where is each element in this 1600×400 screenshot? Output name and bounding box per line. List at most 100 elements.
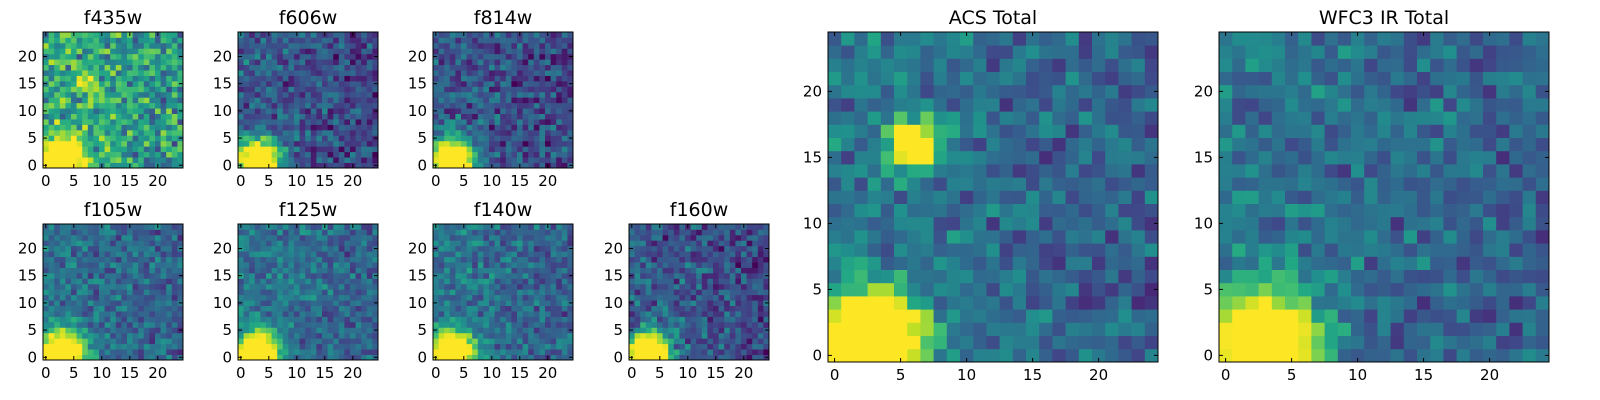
heatmap-cell: [701, 245, 708, 252]
heatmap-cell: [461, 146, 467, 153]
heatmap-cell: [254, 146, 261, 153]
heatmap-cell: [545, 124, 551, 131]
heatmap-cell: [338, 91, 345, 98]
x-tick-label: 5: [69, 172, 79, 190]
heatmap-cell: [372, 338, 379, 345]
heatmap-cell: [76, 70, 83, 76]
heatmap-cell: [466, 224, 473, 230]
heatmap-cell: [48, 59, 55, 66]
heatmap-cell: [505, 32, 512, 38]
heatmap-cell: [880, 177, 895, 191]
heatmap-cell: [76, 157, 83, 163]
heatmap-cell: [517, 80, 523, 87]
heatmap-cell: [461, 343, 467, 350]
heatmap-cell: [690, 294, 697, 301]
heatmap-cell: [132, 37, 139, 44]
heatmap-cell: [238, 229, 244, 236]
heatmap-cell: [1144, 243, 1159, 257]
heatmap-cell: [894, 335, 908, 350]
heatmap-cell: [344, 151, 351, 158]
heatmap-cell: [1039, 230, 1053, 244]
heatmap-cell: [533, 224, 540, 230]
heatmap-cell: [685, 332, 691, 339]
heatmap-cell: [121, 278, 128, 285]
heatmap-cell: [310, 86, 317, 93]
heatmap-cell: [149, 349, 156, 355]
heatmap-cell: [867, 309, 882, 323]
heatmap-cell: [65, 37, 72, 44]
heatmap-cell: [282, 283, 289, 290]
heatmap-cell: [472, 124, 479, 131]
heatmap-cell: [54, 86, 61, 93]
heatmap-cell: [266, 53, 272, 60]
x-tick-label: 20: [148, 172, 167, 190]
heatmap-cell: [545, 338, 551, 345]
heatmap-cell: [828, 203, 842, 218]
heatmap-cell: [841, 348, 855, 363]
heatmap-cell: [143, 42, 150, 49]
heatmap-cell: [338, 262, 345, 268]
heatmap-cell: [483, 229, 490, 236]
heatmap-cell: [249, 162, 256, 169]
heatmap-cell: [449, 48, 456, 55]
heatmap-cell: [550, 283, 557, 290]
heatmap-cell: [668, 321, 675, 328]
heatmap-cell: [171, 102, 178, 109]
heatmap-cell: [545, 278, 551, 285]
heatmap-cell: [115, 42, 122, 49]
x-tick-label: 10: [92, 172, 111, 190]
heatmap-cell: [629, 262, 635, 268]
heatmap-cell: [310, 311, 317, 317]
heatmap-cell: [1105, 269, 1119, 284]
heatmap-cell: [556, 311, 563, 317]
heatmap-cell: [433, 240, 439, 247]
heatmap-cell: [517, 157, 523, 163]
heatmap-cell: [662, 272, 669, 279]
heatmap-cell: [713, 311, 719, 317]
heatmap-cell: [489, 129, 495, 136]
heatmap-cell: [511, 64, 518, 71]
heatmap-cell: [696, 278, 703, 285]
heatmap-cell: [522, 229, 529, 236]
heatmap-cell: [327, 70, 334, 76]
heatmap-cell: [533, 113, 540, 120]
heatmap-cell: [271, 272, 278, 279]
heatmap-cell: [171, 91, 178, 98]
heatmap-cell: [115, 32, 122, 38]
heatmap-cell: [65, 289, 72, 296]
heatmap-cell: [550, 245, 557, 252]
y-tick-label: 10: [213, 294, 232, 312]
heatmap-cell: [960, 269, 974, 284]
heatmap-cell: [87, 332, 94, 339]
heatmap-cell: [271, 354, 278, 361]
heatmap-cell: [444, 53, 451, 60]
heatmap-cell: [93, 354, 100, 361]
heatmap-cell: [466, 129, 473, 136]
heatmap-cell: [629, 349, 635, 355]
heatmap-cell: [43, 294, 49, 301]
heatmap-cell: [651, 332, 658, 339]
heatmap-cell: [59, 124, 66, 131]
heatmap-cell: [93, 42, 100, 49]
heatmap-cell: [254, 354, 261, 361]
heatmap-cell: [327, 135, 334, 142]
heatmap-cell: [707, 234, 714, 241]
heatmap-cell: [350, 97, 356, 104]
heatmap-cell: [517, 37, 523, 44]
heatmap-cell: [299, 32, 306, 38]
heatmap-cell: [701, 349, 708, 355]
heatmap-cell: [282, 59, 289, 66]
heatmap-cell: [59, 311, 66, 317]
heatmap-cell: [238, 59, 244, 66]
heatmap-cell: [1092, 348, 1106, 363]
heatmap-cell: [104, 97, 111, 104]
heatmap-cell: [322, 300, 328, 306]
heatmap-cell: [76, 267, 83, 274]
heatmap-cell: [366, 229, 373, 236]
heatmap-cell: [350, 59, 356, 66]
heatmap-cell: [701, 289, 708, 296]
heatmap-cell: [735, 311, 742, 317]
heatmap-cell: [361, 157, 368, 163]
heatmap-cell: [539, 32, 546, 38]
heatmap-cell: [166, 113, 173, 120]
